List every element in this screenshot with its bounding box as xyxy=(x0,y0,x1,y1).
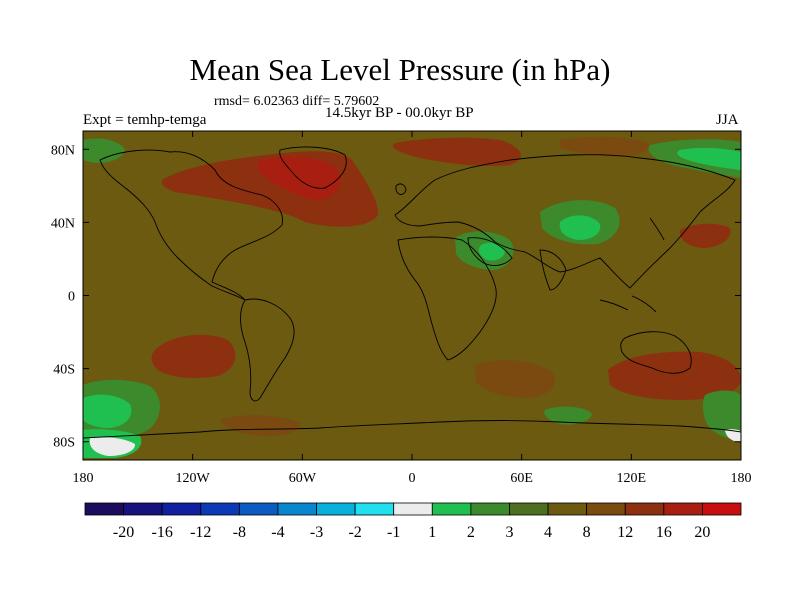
colorbar-label: -16 xyxy=(152,524,173,541)
colorbar-swatch xyxy=(316,502,356,516)
coast-north-america xyxy=(99,149,283,301)
colorbar-swatch xyxy=(663,502,703,516)
anomaly-low-arabia-core xyxy=(478,242,505,261)
coast-japan xyxy=(649,217,665,241)
anomaly-high-arctic-ne xyxy=(560,136,649,157)
colorbar-label: -20 xyxy=(113,524,134,541)
colorbar-swatch xyxy=(702,502,742,516)
longitude-axis: 180 120W 60W 0 60E 120E 180 xyxy=(73,131,752,486)
colorbar-label: 8 xyxy=(583,524,591,541)
coast-australia xyxy=(620,331,692,374)
anomaly-low-south-pacific-core xyxy=(83,394,132,428)
anomaly-low-arctic-east-core xyxy=(677,147,741,170)
lat-tick-label: 40S xyxy=(53,363,75,378)
colorbar-swatch xyxy=(431,502,472,516)
colorbar-label: 1 xyxy=(428,524,436,541)
lon-tick-label: 60E xyxy=(510,471,533,486)
colorbar-swatch xyxy=(393,502,433,516)
experiment-label: Expt = temhp-temga xyxy=(83,112,207,128)
lon-tick-label: 180 xyxy=(73,471,94,486)
colorbar-swatch xyxy=(354,502,395,516)
anomaly-high-south-pacific xyxy=(151,334,236,378)
anomaly-high-south-atlantic xyxy=(475,360,555,398)
colorbar-label: -1 xyxy=(387,524,400,541)
coastlines xyxy=(83,146,741,439)
colorbar-swatch xyxy=(200,502,240,516)
anomaly-low-southern-east xyxy=(702,390,741,440)
latitude-axis: 80N 40N 0 40S 80S xyxy=(51,143,741,451)
colorbar-label: 2 xyxy=(467,524,475,541)
colorbar-swatch xyxy=(161,502,202,516)
colorbar-label: -12 xyxy=(190,524,211,541)
colorbar-label: 12 xyxy=(617,524,633,541)
coast-arabia xyxy=(467,237,513,266)
anomaly-high-south-indian xyxy=(608,351,741,400)
anomaly-high-arctic-east xyxy=(392,137,521,166)
coast-eurasia xyxy=(394,154,736,289)
coast-uk xyxy=(395,183,407,195)
colorbar-swatch xyxy=(547,502,588,516)
colorbar-swatch xyxy=(123,502,163,516)
colorbar-label: -4 xyxy=(271,524,284,541)
lon-tick-label: 0 xyxy=(409,471,416,486)
colorbar-swatch xyxy=(586,502,626,516)
lat-tick-label: 0 xyxy=(68,290,75,305)
lon-tick-label: 180 xyxy=(731,471,752,486)
lat-tick-label: 40N xyxy=(51,216,75,231)
lon-tick-label: 120E xyxy=(617,471,647,486)
colorbar-label: 3 xyxy=(505,524,513,541)
lon-tick-label: 120W xyxy=(176,471,211,486)
colorbar-swatch xyxy=(470,502,510,516)
anomaly-high-north-pacific xyxy=(679,223,731,248)
anomaly-low-south-pole-east-white xyxy=(725,429,741,442)
colorbar-label: 20 xyxy=(694,524,710,541)
lon-tick-label: 60W xyxy=(289,471,317,486)
colorbar-label: 4 xyxy=(544,524,552,541)
coast-southeast-asia-islands xyxy=(599,295,657,313)
coast-greenland xyxy=(279,146,347,189)
colorbar-swatch xyxy=(238,502,279,516)
colorbar-label: -3 xyxy=(310,524,323,541)
coast-antarctica xyxy=(83,420,741,439)
map-plot-area: 80N 40N 0 40S 80S 180 120W 60W 0 60E 120E 180 xyxy=(51,130,752,486)
anomaly-low-central-asia-core xyxy=(559,215,601,240)
colorbar-swatch xyxy=(277,502,317,516)
anomaly-low-south-pole-white xyxy=(89,437,136,456)
chart-title: Mean Sea Level Pressure (in hPa) xyxy=(189,52,611,87)
period-label: 14.5kyr BP - 00.0kyr BP xyxy=(325,105,474,121)
lat-tick-label: 80N xyxy=(51,143,75,158)
colorbar-swatch xyxy=(84,502,124,516)
colorbar: -20 -16 -12 -8 -4 -3 -2 -1 1 2 3 4 8 12 16 20 xyxy=(84,502,742,541)
colorbar-label: -8 xyxy=(233,524,246,541)
anomaly-low-southern-indian xyxy=(544,406,592,425)
coast-india xyxy=(539,249,567,291)
pressure-anomaly-fields xyxy=(83,136,741,458)
colorbar-swatch xyxy=(624,502,665,516)
coast-south-america xyxy=(240,298,295,402)
anomaly-low-arctic-west xyxy=(83,138,125,163)
colorbar-label: 16 xyxy=(656,524,672,541)
anomaly-high-southern-ocean xyxy=(220,415,301,436)
stats-label: rmsd= 6.02363 diff= 5.79602 xyxy=(214,94,380,109)
season-label: JJA xyxy=(716,112,739,128)
colorbar-swatch xyxy=(509,502,549,516)
anomaly-high-greenland-core xyxy=(257,156,341,200)
colorbar-label: -2 xyxy=(348,524,361,541)
lat-tick-label: 80S xyxy=(53,436,75,451)
coast-africa xyxy=(397,236,497,361)
